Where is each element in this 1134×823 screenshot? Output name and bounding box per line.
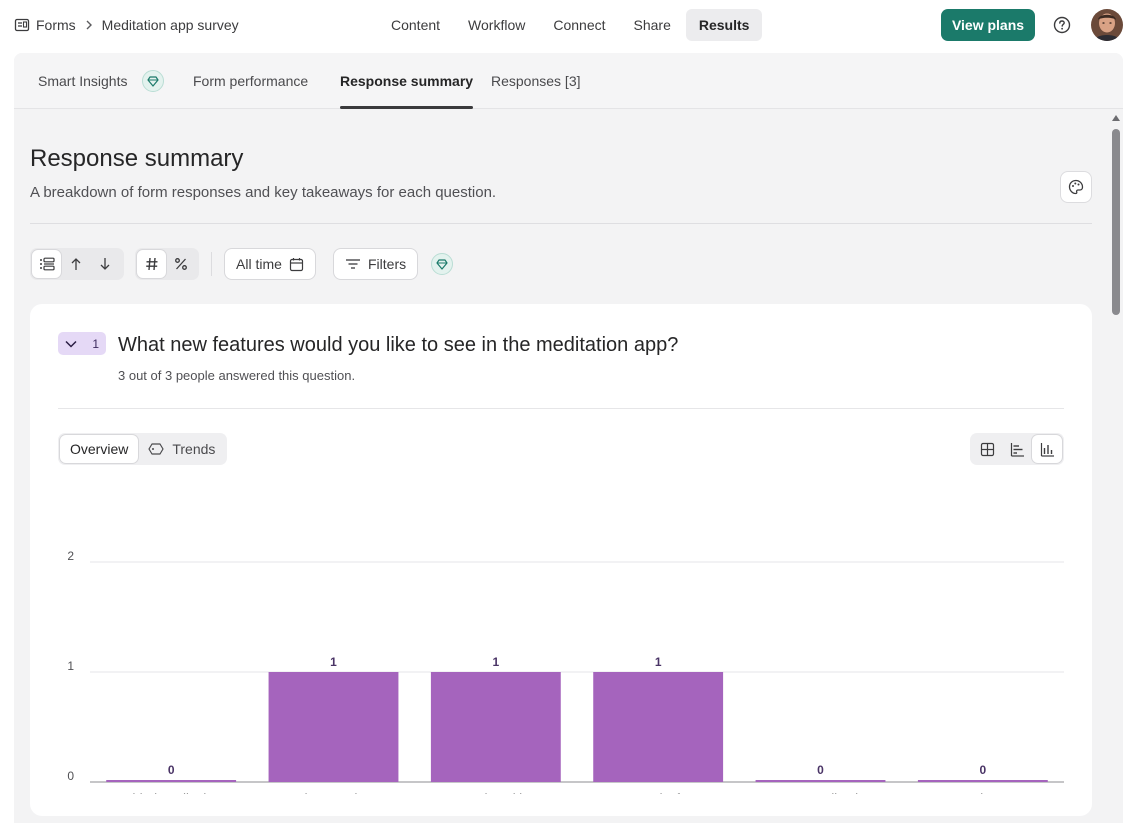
gem-icon [142, 70, 164, 92]
tab-responses[interactable]: Responses [3] [491, 73, 581, 89]
y-tick-label: 1 [67, 659, 74, 673]
vertical-bar-view-button[interactable] [1032, 435, 1062, 463]
sort-ascending-button[interactable] [61, 250, 90, 278]
percent-icon [174, 257, 188, 271]
bar [106, 780, 237, 782]
percent-format-button[interactable] [166, 250, 195, 278]
tag-icon [148, 442, 164, 456]
main-nav: Content Workflow Connect Share Results [378, 9, 764, 41]
question-title: What new features would you like to see … [118, 334, 679, 356]
divider [30, 223, 1092, 224]
card-divider [58, 408, 1064, 409]
bar-value-label: 0 [168, 763, 175, 777]
smart-insights-gem-icon[interactable] [431, 253, 453, 275]
question-collapse-toggle[interactable]: 1 [58, 332, 106, 355]
results-panel: Smart Insights Form performance Response… [14, 53, 1123, 823]
bar [268, 672, 399, 782]
time-range-label: All time [236, 256, 282, 272]
bar-value-label: 0 [979, 763, 986, 777]
table-view-button[interactable] [972, 435, 1002, 463]
overview-tab[interactable]: Overview [60, 435, 139, 463]
arrow-down-icon [99, 257, 111, 271]
chevron-right-icon [85, 20, 93, 30]
page-description: A breakdown of form responses and key ta… [30, 184, 497, 201]
breadcrumb: Forms Meditation app survey [14, 16, 239, 34]
nav-results[interactable]: Results [685, 9, 763, 41]
chart-type-toggle [970, 433, 1064, 465]
x-category-label: Community forum [607, 791, 710, 794]
y-tick-label: 0 [67, 769, 74, 783]
chevron-down-icon [64, 339, 78, 349]
trends-label: Trends [172, 441, 216, 457]
forms-icon [14, 17, 30, 33]
x-category-label: Personalized [783, 791, 858, 794]
tab-response-summary[interactable]: Response summary [340, 53, 474, 109]
palette-icon [1068, 179, 1084, 195]
bar-chart-svg: 0 1 2 0 Guided meditations 1 Sleep stories 1 Moo… [67, 549, 1064, 822]
sort-controls [30, 248, 124, 280]
table-icon [980, 442, 995, 457]
filters-button[interactable]: Filters [333, 248, 419, 280]
bar-chart-icon [1040, 442, 1055, 457]
bar [430, 672, 561, 782]
nav-content[interactable]: Content [391, 17, 441, 33]
x-category-label: Other [967, 791, 1000, 794]
help-icon[interactable] [1053, 16, 1071, 34]
tab-form-performance[interactable]: Form performance [193, 73, 309, 89]
sort-descending-button[interactable] [90, 250, 119, 278]
view-mode-toggle: Overview Trends [58, 433, 228, 465]
bar [593, 672, 724, 782]
x-category-label: Mood tracking [455, 791, 537, 794]
user-avatar[interactable] [1091, 9, 1123, 41]
bar-value-label: 0 [817, 763, 824, 777]
bar-value-label: 1 [655, 655, 662, 669]
scrollbar-thumb[interactable] [1112, 129, 1120, 315]
page-title: Response summary [30, 145, 244, 172]
list-order-button[interactable] [32, 250, 61, 278]
y-tick-label: 2 [67, 549, 74, 563]
bar [755, 780, 886, 782]
list-icon [39, 257, 55, 271]
theme-palette-button[interactable] [1060, 171, 1092, 203]
bar-value-label: 1 [330, 655, 337, 669]
toolbar-divider [211, 252, 212, 276]
filters-label: Filters [368, 256, 407, 272]
hash-icon [145, 257, 159, 271]
value-format-controls [135, 248, 199, 280]
scroll-up-arrow-icon[interactable] [1112, 115, 1120, 121]
nav-workflow[interactable]: Workflow [468, 17, 526, 33]
question-number: 1 [92, 336, 99, 351]
calendar-icon [289, 257, 304, 272]
bar [917, 780, 1048, 782]
question-answered-count: 3 out of 3 people answered this question… [118, 368, 356, 383]
breadcrumb-current: Meditation app survey [101, 17, 239, 33]
horizontal-bar-view-button[interactable] [1002, 435, 1032, 463]
x-category-label: Sleep stories [296, 791, 372, 794]
count-format-button[interactable] [137, 250, 166, 278]
view-plans-button[interactable]: View plans [941, 9, 1035, 41]
time-range-button[interactable]: All time [224, 248, 316, 280]
results-subtabs: Smart Insights Form performance Response… [14, 53, 1123, 109]
arrow-up-icon [70, 257, 82, 271]
tab-smart-insights[interactable]: Smart Insights [38, 73, 128, 89]
filter-icon [345, 257, 361, 271]
x-category-label: Guided meditations [115, 791, 228, 794]
bar-value-label: 1 [492, 655, 499, 669]
trends-tab[interactable]: Trends [138, 435, 225, 463]
question-card: 1 What new features would you like to se… [30, 304, 1092, 822]
top-bar: Forms Meditation app survey Content Work… [0, 0, 1134, 52]
horizontal-bar-chart-icon [1010, 442, 1025, 457]
nav-connect[interactable]: Connect [553, 17, 606, 33]
vertical-scrollbar[interactable] [1110, 110, 1123, 823]
breadcrumb-forms-link[interactable]: Forms [36, 17, 76, 33]
response-bar-chart: 0 1 2 0 Guided meditations 1 Sleep stories 1 Moo… [30, 494, 1092, 822]
nav-share[interactable]: Share [633, 17, 671, 33]
